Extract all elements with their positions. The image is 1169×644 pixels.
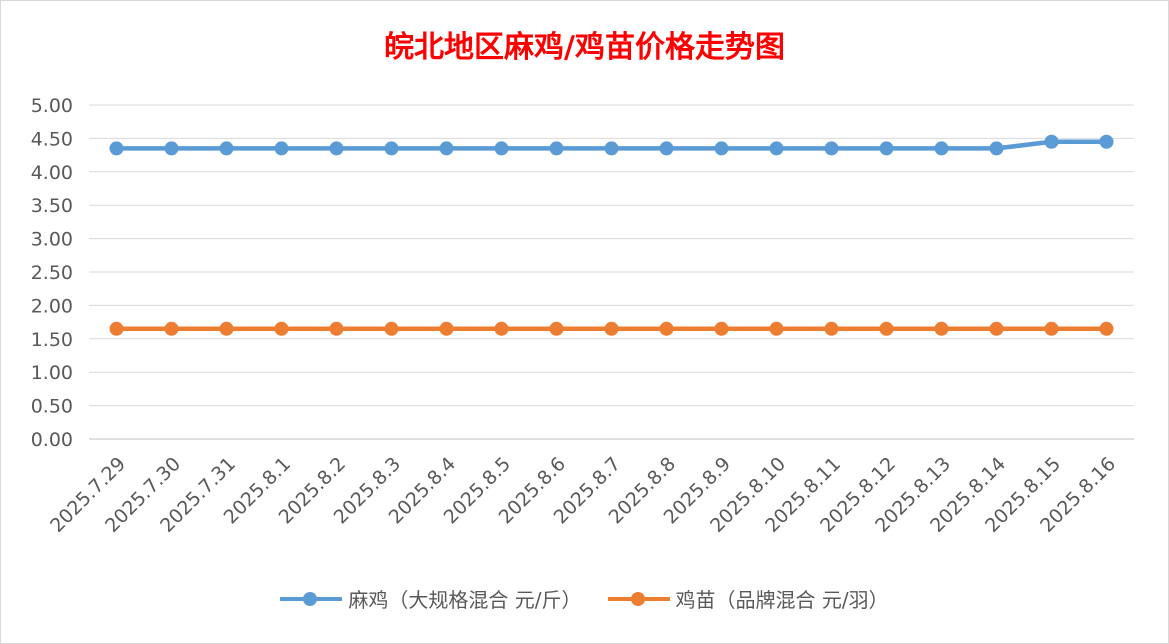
- legend-swatch-series-0: [280, 591, 343, 606]
- data-point-s0-12: [769, 141, 784, 156]
- data-point-s0-4: [329, 141, 344, 156]
- legend-swatch-series-1: [607, 591, 670, 606]
- data-point-s0-2: [219, 141, 234, 156]
- data-point-s1-17: [1044, 321, 1059, 336]
- y-tick-label-1: 0.50: [31, 396, 73, 418]
- data-point-s1-3: [274, 321, 289, 336]
- y-tick-label-9: 4.50: [31, 128, 73, 150]
- y-tick-label-3: 1.50: [31, 329, 73, 351]
- data-point-s1-2: [219, 321, 234, 336]
- data-point-s1-18: [1099, 321, 1114, 336]
- data-point-s0-8: [549, 141, 564, 156]
- data-point-s1-6: [439, 321, 454, 336]
- data-point-s1-9: [604, 321, 619, 336]
- chart-title: 皖北地区麻鸡/鸡苗价格走势图: [384, 30, 785, 65]
- legend-label-series-1: 鸡苗（品牌混合 元/羽）: [675, 588, 889, 612]
- data-point-s0-3: [274, 141, 289, 156]
- data-point-s0-18: [1099, 134, 1114, 149]
- data-point-s1-15: [934, 321, 949, 336]
- data-point-s1-12: [769, 321, 784, 336]
- data-point-s1-4: [329, 321, 344, 336]
- data-point-s0-0: [109, 141, 124, 156]
- legend-item-series-0[interactable]: 麻鸡（大规格混合 元/斤）: [280, 584, 582, 613]
- chart-legend: 麻鸡（大规格混合 元/斤） 鸡苗（品牌混合 元/羽）: [0, 584, 1169, 613]
- data-point-s1-16: [989, 321, 1004, 336]
- y-tick-label-8: 4.00: [31, 162, 73, 184]
- data-point-s0-17: [1044, 134, 1059, 149]
- data-point-s1-14: [879, 321, 894, 336]
- data-point-s1-11: [714, 321, 729, 336]
- data-point-s1-5: [384, 321, 399, 336]
- legend-label-series-0: 麻鸡（大规格混合 元/斤）: [348, 588, 582, 612]
- data-point-s1-10: [659, 321, 674, 336]
- y-tick-label-5: 2.50: [31, 262, 73, 284]
- data-point-s1-0: [109, 321, 124, 336]
- data-point-s0-5: [384, 141, 399, 156]
- y-tick-label-4: 2.00: [31, 295, 73, 317]
- data-point-s0-10: [659, 141, 674, 156]
- y-tick-label-6: 3.00: [31, 229, 73, 251]
- data-point-s0-15: [934, 141, 949, 156]
- y-tick-label-7: 3.50: [31, 195, 73, 217]
- data-point-s1-7: [494, 321, 509, 336]
- data-point-s1-1: [164, 321, 179, 336]
- data-point-s0-11: [714, 141, 729, 156]
- data-point-s0-7: [494, 141, 509, 156]
- legend-item-series-1[interactable]: 鸡苗（品牌混合 元/羽）: [607, 584, 889, 613]
- y-tick-label-2: 1.00: [31, 362, 73, 384]
- data-point-s1-8: [549, 321, 564, 336]
- data-point-s0-6: [439, 141, 454, 156]
- y-tick-label-0: 0.00: [31, 429, 73, 451]
- data-point-s0-13: [824, 141, 839, 156]
- y-tick-label-10: 5.00: [31, 95, 73, 117]
- data-point-s0-9: [604, 141, 619, 156]
- data-point-s0-14: [879, 141, 894, 156]
- data-point-s1-13: [824, 321, 839, 336]
- data-point-s0-1: [164, 141, 179, 156]
- data-point-s0-16: [989, 141, 1004, 156]
